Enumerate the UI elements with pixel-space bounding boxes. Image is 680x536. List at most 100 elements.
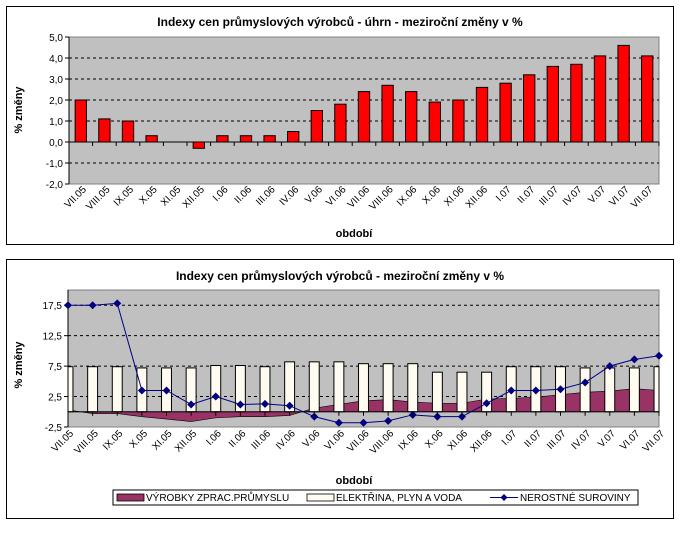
bottom-xtick-label: XII.05 <box>173 428 200 455</box>
bottom-line-marker <box>137 386 146 395</box>
top-ytick-label: 1,0 <box>49 117 63 128</box>
bottom-line-marker <box>64 301 72 310</box>
top-xtick-label: VIII.05 <box>84 184 113 213</box>
top-ytick-label: -2,0 <box>46 180 64 191</box>
top-bar <box>334 103 347 143</box>
top-xtick-label: II.07 <box>516 184 538 206</box>
bottom-xtick-label: VI.06 <box>323 428 348 453</box>
top-bar <box>452 99 465 143</box>
bottom-line-marker <box>655 351 663 360</box>
top-xtick-label: IV.06 <box>278 184 302 208</box>
top-bar <box>499 82 512 143</box>
bottom-bar-elektrina <box>67 366 74 413</box>
bottom-line-marker <box>433 412 442 421</box>
top-xtick-label: VI.07 <box>607 184 632 209</box>
bottom-ytick-label: 12,5 <box>43 332 63 343</box>
bottom-xtick-label: X.05 <box>128 428 151 451</box>
bottom-bar-elektrina <box>653 366 660 413</box>
bottom-line-marker <box>531 386 540 395</box>
bottom-xtick-label: IV.07 <box>570 428 594 452</box>
top-xtick-label: III.07 <box>537 184 561 208</box>
top-ytick-label: 5,0 <box>49 33 63 44</box>
top-bar <box>192 141 205 149</box>
top-bar <box>310 110 323 143</box>
top-bar <box>98 118 111 143</box>
bottom-bar-elektrina <box>87 366 99 413</box>
bottom-xtick-label: VII.06 <box>345 428 372 455</box>
bottom-xtick-label: XI.06 <box>446 428 471 453</box>
bottom-xtick-label: IX.06 <box>397 428 422 453</box>
bottom-chart-xlabel: období <box>336 475 374 487</box>
legend-swatch-zprac <box>116 493 145 502</box>
legend-box <box>112 489 639 506</box>
top-chart-title: Indexy cen průmyslových výrobců - úhrn -… <box>157 15 523 29</box>
top-bar <box>381 84 394 143</box>
top-xtick-label: V.06 <box>303 184 325 206</box>
bottom-chart-legend: VÝROBKY ZPRAC.PRŮMYSLU ELEKTŘINA, PLYN A… <box>112 489 639 506</box>
top-bar <box>121 120 135 143</box>
top-bar <box>263 135 276 143</box>
bottom-chart-ylabel: % změny <box>13 341 25 389</box>
bottom-bar-elektrina <box>308 361 320 413</box>
bottom-xtick-label: VII.07 <box>641 428 668 455</box>
bottom-bar-elektrina <box>210 365 222 413</box>
bottom-bar-elektrina <box>358 363 369 413</box>
bottom-xtick-label: I.07 <box>500 428 520 448</box>
top-xtick-label: V.07 <box>586 184 608 206</box>
top-ytick-label: -1,0 <box>46 159 64 170</box>
bottom-xtick-label: III.06 <box>250 428 274 452</box>
bottom-line-marker <box>384 416 393 425</box>
top-xtick-label: XI.05 <box>159 184 184 209</box>
top-bar <box>428 101 441 143</box>
legend-label-zprac: VÝROBKY ZPRAC.PRŮMYSLU <box>146 491 289 504</box>
top-bar <box>216 135 229 143</box>
bottom-xtick-label: V.06 <box>301 428 323 450</box>
bottom-line-marker <box>359 418 368 427</box>
bottom-line-marker <box>482 399 491 408</box>
legend-label-elektrina: ELEKTŘINA, PLYN A VODA <box>336 491 462 504</box>
top-chart-ylabel: % změny <box>13 86 25 134</box>
top-xtick-label: X.06 <box>421 184 444 207</box>
bottom-line-marker <box>630 355 639 364</box>
bottom-line-marker <box>211 392 220 401</box>
bottom-chart-title: Indexy cen průmyslových výrobců - meziro… <box>176 269 504 283</box>
bottom-xtick-label: X.06 <box>423 428 446 451</box>
top-ytick-label: 3,0 <box>49 75 63 86</box>
top-xtick-label: IX.06 <box>395 184 420 209</box>
top-bar <box>593 55 607 143</box>
top-bar <box>617 44 630 143</box>
top-bar <box>546 65 559 143</box>
top-bar <box>145 135 158 143</box>
top-bar <box>570 63 583 143</box>
top-bar <box>74 99 87 143</box>
bottom-xtick-label: VIII.06 <box>368 428 397 457</box>
bottom-xtick-label: XII.06 <box>468 428 495 455</box>
top-xtick-label: IV.07 <box>561 184 585 208</box>
bottom-bar-elektrina <box>407 363 419 413</box>
bottom-line-marker <box>88 301 97 310</box>
top-xtick-label: XII.05 <box>181 184 208 211</box>
top-xtick-label: III.06 <box>254 184 278 208</box>
bottom-bar-elektrina <box>333 361 345 413</box>
bottom-xtick-label: III.07 <box>545 428 569 452</box>
top-bar <box>523 74 536 143</box>
bottom-line-marker <box>581 378 590 387</box>
bottom-ytick-label: -2,5 <box>45 423 63 434</box>
top-bar <box>475 86 489 143</box>
top-bar <box>287 131 300 143</box>
bottom-bar-elektrina <box>604 367 616 413</box>
bottom-xtick-label: IV.06 <box>274 428 298 452</box>
top-xtick-label: VIII.06 <box>368 184 397 213</box>
top-bar <box>239 135 253 143</box>
top-xtick-label: IX.05 <box>112 184 137 209</box>
top-xtick-label: I.07 <box>494 184 514 204</box>
bottom-line-marker <box>310 412 319 421</box>
legend-diamond-marker-icon <box>500 494 508 501</box>
bottom-line-marker <box>605 362 614 371</box>
legend-label-nerostne: NEROSTNÉ SUROVINY <box>520 491 631 504</box>
bottom-ytick-label: 17,5 <box>43 301 63 312</box>
bottom-bar-elektrina <box>456 371 468 413</box>
top-chart-xlabel: období <box>336 228 374 240</box>
